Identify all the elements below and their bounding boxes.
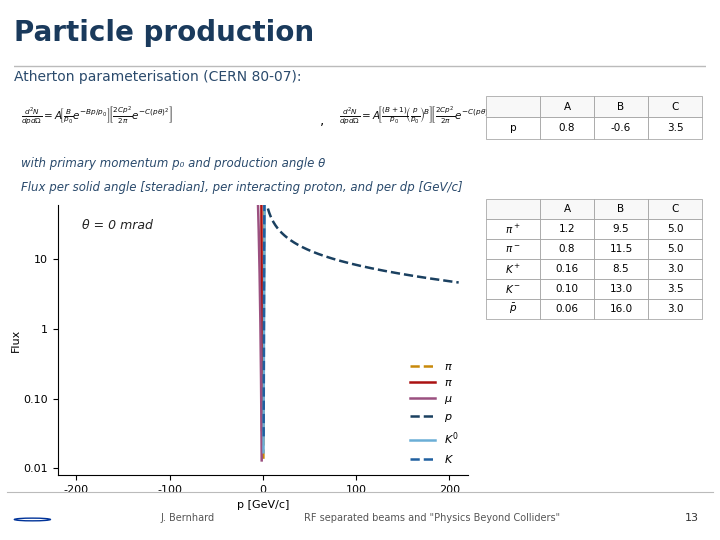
Text: $\frac{d^2N}{dpd\Omega} = A\!\left[\frac{(B+1)}{p_0}\!\left(\frac{p}{p_0}\right): $\frac{d^2N}{dpd\Omega} = A\!\left[\frac… (339, 105, 496, 126)
Y-axis label: Flux: Flux (11, 328, 20, 352)
Text: with primary momentum p₀ and production angle θ: with primary momentum p₀ and production … (22, 158, 325, 171)
Text: J. Bernhard: J. Bernhard (160, 514, 215, 523)
Text: Particle production: Particle production (14, 19, 315, 48)
Text: RF separated beams and "Physics Beyond Colliders": RF separated beams and "Physics Beyond C… (304, 514, 560, 523)
Text: Atherton parameterisation (CERN 80-07):: Atherton parameterisation (CERN 80-07): (14, 70, 302, 84)
X-axis label: p [GeV/c]: p [GeV/c] (237, 501, 289, 510)
Text: $\frac{d^2N}{dpd\Omega} = A\!\left[\frac{B}{p_0}e^{-Bp/p_0}\right]\!\left[\frac{: $\frac{d^2N}{dpd\Omega} = A\!\left[\frac… (22, 105, 173, 126)
Legend: $\pi$, $\pi$, $\mu$, $p$, $K^0$, $K$: $\pi$, $\pi$, $\mu$, $p$, $K^0$, $K$ (406, 357, 462, 470)
Text: Flux per solid angle [steradian], per interacting proton, and per dp [GeV/c]: Flux per solid angle [steradian], per in… (22, 181, 463, 194)
Text: $,$: $,$ (318, 114, 323, 128)
Text: 13: 13 (685, 514, 698, 523)
Text: θ = 0 mrad: θ = 0 mrad (82, 219, 153, 232)
